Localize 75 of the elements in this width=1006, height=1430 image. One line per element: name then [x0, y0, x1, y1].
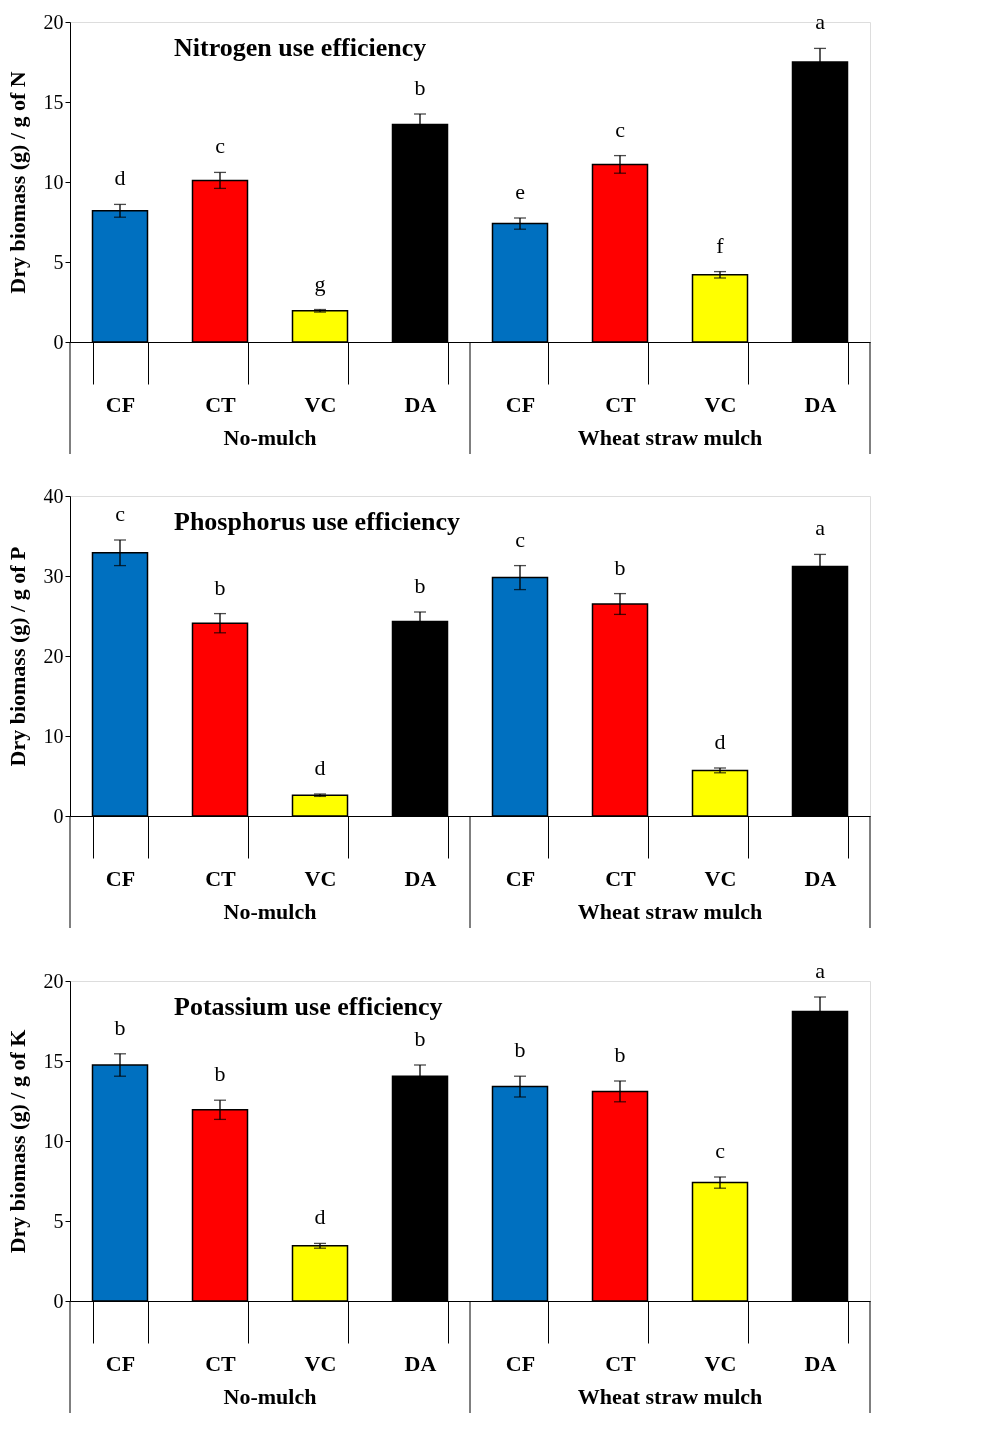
- text: Wheat straw mulch: [577, 899, 763, 924]
- data-label: b: [414, 1026, 426, 1051]
- x-tick-label: DA: [404, 865, 437, 891]
- y-tick-label: 15: [43, 90, 64, 113]
- x-tick-label: VC: [304, 865, 337, 891]
- data-label: a: [815, 515, 826, 541]
- data-label: b: [214, 1061, 226, 1087]
- x-tick-label: CT: [605, 1350, 637, 1376]
- y-tick-label: 5: [53, 250, 64, 273]
- x-tick-label: DA: [804, 1350, 837, 1376]
- x-tick-label: DA: [804, 865, 837, 891]
- data-label: b: [414, 573, 426, 598]
- y-tick-label: 40: [43, 484, 64, 507]
- y-axis-title: Dry biomass (g) / g of K: [4, 1029, 30, 1254]
- y-tick-label: 5: [53, 1209, 64, 1232]
- y-tick-label: 15: [43, 1049, 64, 1072]
- y-axis-title: Dry biomass (g) / g of N: [4, 71, 30, 294]
- x-tick-label: DA: [404, 1350, 437, 1376]
- data-label: f: [716, 232, 725, 258]
- x-tick-label: DA: [404, 391, 437, 417]
- x-tick-label: CF: [105, 1350, 136, 1376]
- data-label: a: [815, 9, 826, 35]
- data-label: b: [614, 554, 626, 580]
- data-label: c: [615, 116, 626, 142]
- x-tick-label: CT: [605, 865, 637, 891]
- x-tick-label: CF: [105, 391, 136, 417]
- data-label: d: [114, 165, 126, 191]
- x-tick-label: VC: [704, 865, 737, 891]
- data-label: a: [815, 958, 826, 983]
- x-tick-label: CT: [205, 391, 237, 417]
- y-tick-label: 0: [53, 330, 64, 353]
- data-label: c: [715, 1138, 726, 1163]
- data-label: d: [314, 1204, 326, 1230]
- data-label: b: [214, 574, 226, 600]
- data-label: c: [215, 133, 226, 159]
- text: Wheat straw mulch: [577, 425, 763, 450]
- y-tick-label: 20: [43, 10, 64, 33]
- y-tick-label: 0: [53, 1289, 64, 1312]
- x-tick-label: CF: [505, 865, 536, 891]
- data-label: b: [414, 75, 426, 100]
- data-label: b: [114, 1014, 126, 1040]
- y-tick-label: 20: [43, 969, 64, 992]
- y-tick-label: 10: [43, 1129, 64, 1152]
- data-label: c: [115, 501, 126, 526]
- text: No-mulch: [223, 425, 317, 450]
- x-tick-label: VC: [304, 391, 337, 417]
- data-label: e: [515, 179, 525, 204]
- text: Wheat straw mulch: [577, 1384, 763, 1409]
- x-tick-label: CF: [105, 865, 136, 891]
- x-tick-label: VC: [304, 1350, 337, 1376]
- y-tick-label: 20: [43, 644, 64, 667]
- x-tick-label: DA: [804, 391, 837, 417]
- text: No-mulch: [223, 1384, 317, 1409]
- data-label: d: [714, 729, 726, 754]
- data-label: b: [614, 1042, 626, 1067]
- text: No-mulch: [223, 899, 317, 924]
- x-tick-label: CT: [605, 391, 637, 417]
- y-axis-title: Dry biomass (g) / g of P: [4, 546, 30, 767]
- x-tick-label: VC: [704, 1350, 737, 1376]
- chart-title: Potassium use efficiency: [174, 992, 443, 1021]
- y-tick-label: 0: [53, 804, 64, 827]
- y-tick-label: 10: [43, 724, 64, 747]
- y-tick-label: 30: [43, 564, 64, 587]
- chart-title: Phosphorus use efficiency: [174, 507, 460, 536]
- data-label: d: [314, 755, 326, 780]
- y-tick-label: 10: [43, 170, 64, 193]
- chart-title: Nitrogen use efficiency: [174, 33, 427, 62]
- x-tick-label: CF: [505, 391, 536, 417]
- x-tick-label: CF: [505, 1350, 536, 1376]
- data-label: g: [314, 270, 326, 296]
- data-label: b: [514, 1037, 526, 1063]
- data-label: c: [515, 526, 526, 552]
- x-tick-label: CT: [205, 865, 237, 891]
- x-tick-label: CT: [205, 1350, 237, 1376]
- x-tick-label: VC: [704, 391, 737, 417]
